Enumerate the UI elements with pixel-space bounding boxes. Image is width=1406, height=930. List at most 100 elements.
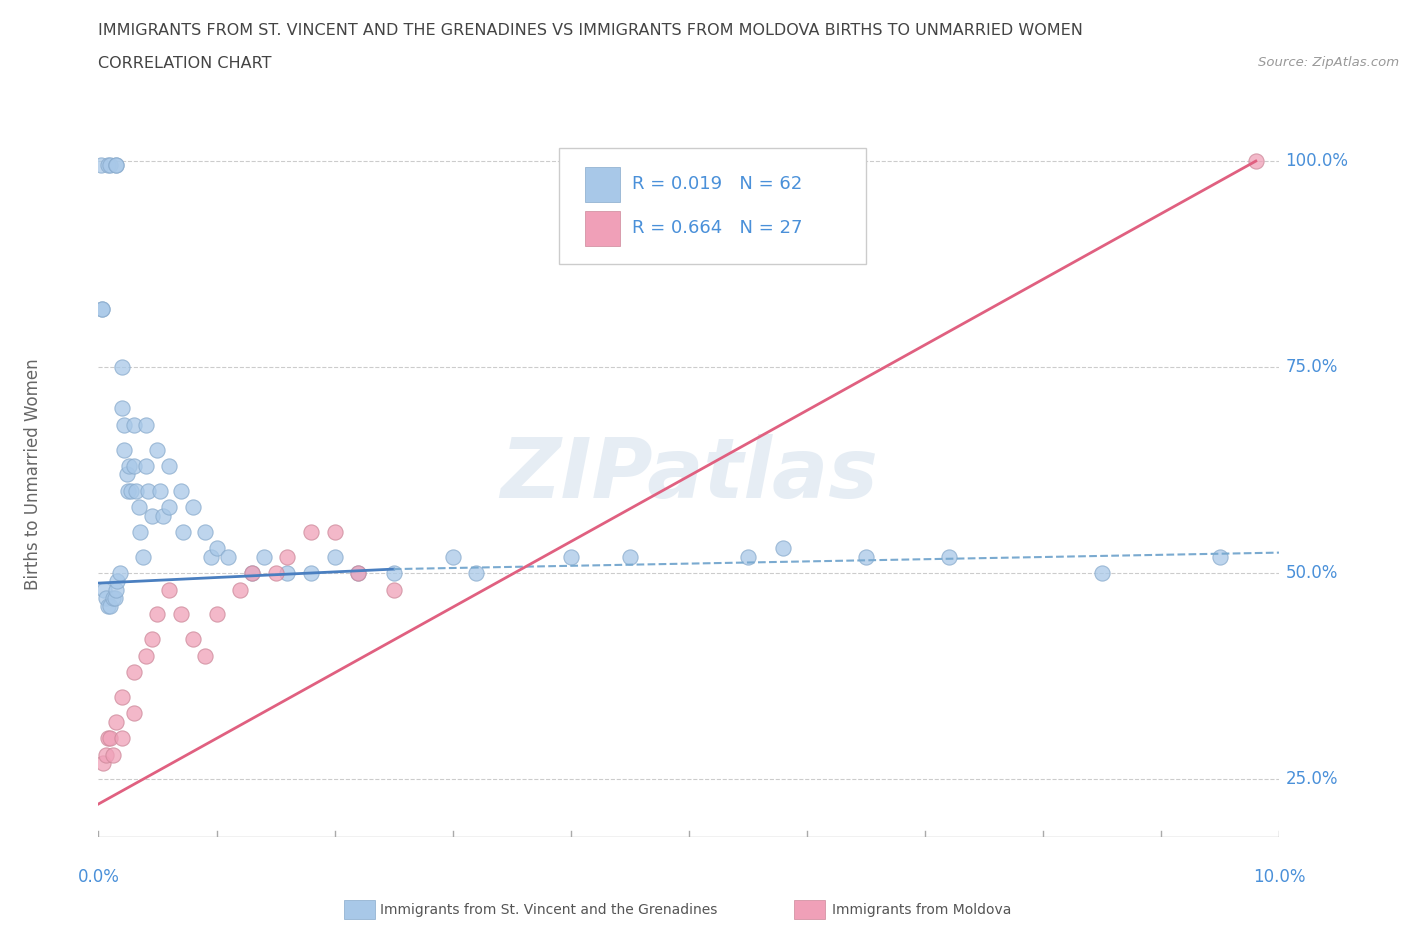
Text: 25.0%: 25.0% bbox=[1285, 770, 1339, 789]
Point bbox=[115, 467, 138, 482]
Point bbox=[94, 747, 117, 762]
Text: CORRELATION CHART: CORRELATION CHART bbox=[98, 56, 271, 71]
Point bbox=[1209, 550, 1232, 565]
Text: 50.0%: 50.0% bbox=[1285, 565, 1337, 582]
Point bbox=[276, 550, 298, 565]
Point bbox=[619, 550, 641, 565]
Point bbox=[97, 158, 120, 173]
Point bbox=[121, 484, 143, 498]
FancyBboxPatch shape bbox=[585, 167, 620, 203]
Point bbox=[441, 550, 464, 565]
Point bbox=[240, 565, 263, 580]
Text: R = 0.664   N = 27: R = 0.664 N = 27 bbox=[633, 219, 803, 236]
Point bbox=[112, 418, 135, 432]
Point bbox=[112, 442, 135, 457]
Point bbox=[111, 689, 134, 704]
Text: Births to Unmarried Women: Births to Unmarried Women bbox=[24, 358, 42, 591]
Point bbox=[91, 755, 114, 770]
Point bbox=[101, 591, 124, 605]
Point bbox=[855, 550, 877, 565]
Point bbox=[217, 550, 239, 565]
Point bbox=[91, 302, 114, 317]
Point bbox=[172, 525, 194, 539]
Point bbox=[104, 591, 127, 605]
Point bbox=[323, 525, 346, 539]
Point bbox=[98, 599, 121, 614]
Point bbox=[125, 484, 148, 498]
Point bbox=[97, 731, 120, 746]
Point bbox=[135, 418, 157, 432]
Point bbox=[205, 607, 228, 622]
Point bbox=[98, 158, 121, 173]
Point bbox=[105, 714, 128, 729]
FancyBboxPatch shape bbox=[585, 211, 620, 246]
Point bbox=[382, 565, 405, 580]
Point bbox=[157, 499, 180, 514]
Point bbox=[737, 550, 759, 565]
Point bbox=[938, 550, 960, 565]
Point bbox=[194, 525, 217, 539]
Point bbox=[181, 631, 204, 646]
Point bbox=[276, 565, 298, 580]
Point bbox=[105, 582, 128, 597]
Text: 0.0%: 0.0% bbox=[77, 868, 120, 885]
Text: 10.0%: 10.0% bbox=[1253, 868, 1306, 885]
Point bbox=[141, 631, 163, 646]
Text: 100.0%: 100.0% bbox=[1285, 153, 1348, 170]
Point bbox=[93, 582, 115, 597]
Point bbox=[149, 484, 172, 498]
Text: 75.0%: 75.0% bbox=[1285, 358, 1337, 376]
Point bbox=[146, 442, 169, 457]
Point bbox=[299, 525, 322, 539]
Text: R = 0.019   N = 62: R = 0.019 N = 62 bbox=[633, 175, 803, 193]
Point bbox=[157, 458, 180, 473]
Point bbox=[111, 401, 134, 416]
Point bbox=[122, 706, 145, 721]
Point bbox=[135, 648, 157, 663]
Point bbox=[170, 484, 193, 498]
Point bbox=[128, 499, 150, 514]
Point bbox=[117, 484, 139, 498]
Point bbox=[105, 158, 128, 173]
Point bbox=[91, 302, 114, 317]
Point bbox=[111, 360, 134, 375]
Point bbox=[128, 525, 150, 539]
Point bbox=[90, 158, 112, 173]
Point bbox=[136, 484, 159, 498]
Point bbox=[264, 565, 287, 580]
Point bbox=[98, 731, 121, 746]
Point bbox=[105, 574, 128, 589]
Point bbox=[772, 541, 794, 556]
Text: Immigrants from St. Vincent and the Grenadines: Immigrants from St. Vincent and the Gren… bbox=[380, 902, 717, 917]
Point bbox=[122, 665, 145, 680]
Point bbox=[323, 550, 346, 565]
Point bbox=[347, 565, 370, 580]
Point bbox=[200, 550, 222, 565]
Text: ZIPatlas: ZIPatlas bbox=[501, 433, 877, 515]
Point bbox=[94, 591, 117, 605]
FancyBboxPatch shape bbox=[560, 148, 866, 264]
Point bbox=[141, 508, 163, 523]
Point bbox=[1244, 153, 1267, 168]
Point bbox=[1091, 565, 1114, 580]
Point bbox=[105, 158, 128, 173]
Point bbox=[347, 565, 370, 580]
Point bbox=[135, 458, 157, 473]
Point bbox=[170, 607, 193, 622]
Point bbox=[122, 458, 145, 473]
Point bbox=[205, 541, 228, 556]
Text: IMMIGRANTS FROM ST. VINCENT AND THE GRENADINES VS IMMIGRANTS FROM MOLDOVA BIRTHS: IMMIGRANTS FROM ST. VINCENT AND THE GREN… bbox=[98, 23, 1083, 38]
Point bbox=[97, 599, 120, 614]
Point bbox=[132, 550, 155, 565]
Text: Source: ZipAtlas.com: Source: ZipAtlas.com bbox=[1258, 56, 1399, 69]
Point bbox=[101, 747, 124, 762]
Point bbox=[382, 582, 405, 597]
Point bbox=[240, 565, 263, 580]
Point bbox=[111, 731, 134, 746]
Point bbox=[299, 565, 322, 580]
Point bbox=[465, 565, 488, 580]
Point bbox=[229, 582, 252, 597]
Text: Immigrants from Moldova: Immigrants from Moldova bbox=[832, 902, 1012, 917]
Point bbox=[157, 582, 180, 597]
Point bbox=[560, 550, 582, 565]
